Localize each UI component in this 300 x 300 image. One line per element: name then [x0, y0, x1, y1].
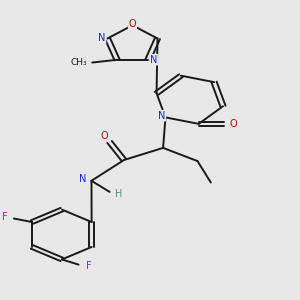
- Text: F: F: [2, 212, 7, 222]
- Text: N: N: [98, 34, 106, 44]
- Text: O: O: [100, 131, 108, 141]
- Text: N: N: [158, 111, 165, 121]
- Text: O: O: [129, 19, 136, 28]
- Text: F: F: [86, 261, 92, 272]
- Text: N: N: [150, 55, 157, 65]
- Text: CH₃: CH₃: [70, 58, 87, 67]
- Text: O: O: [229, 119, 237, 129]
- Text: H: H: [116, 189, 123, 199]
- Text: N: N: [79, 174, 87, 184]
